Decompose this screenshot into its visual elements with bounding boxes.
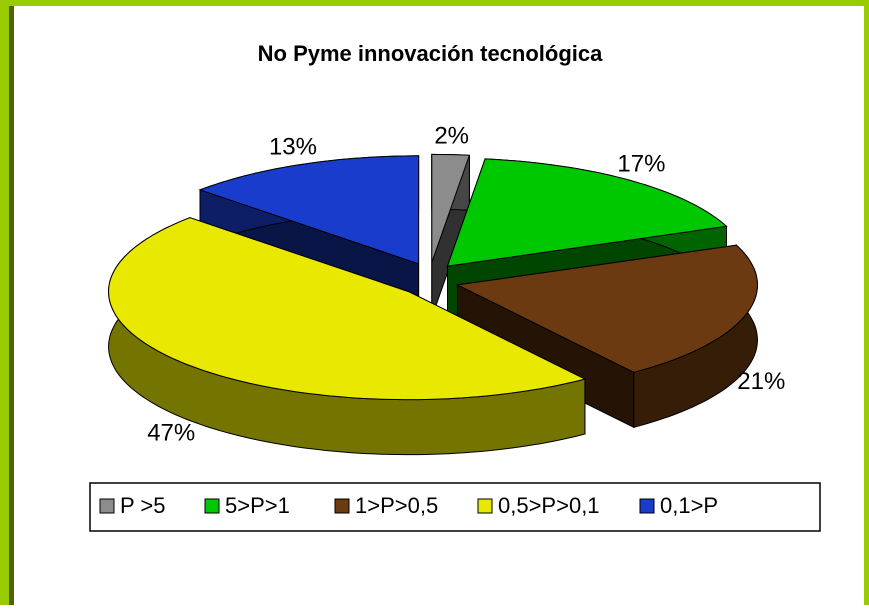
chart-title: No Pyme innovación tecnológica xyxy=(258,41,604,66)
legend-label: 5>P>1 xyxy=(225,493,290,518)
legend-box xyxy=(89,482,821,532)
data-label: 17% xyxy=(617,151,665,178)
legend-swatch xyxy=(334,498,350,514)
legend-label: 0,5>P>0,1 xyxy=(498,493,600,518)
frame-edge xyxy=(9,6,14,605)
legend: P >5 5>P>1 1>P>0,5 0,5>P>0,1 0,1>P xyxy=(99,493,718,518)
legend-swatch xyxy=(639,498,655,514)
slice xyxy=(108,217,587,401)
legend-label: 1>P>0,5 xyxy=(355,493,438,518)
legend-swatch xyxy=(204,498,220,514)
legend-label: 0,1>P xyxy=(660,493,718,518)
data-label: 21% xyxy=(737,368,785,395)
slice xyxy=(431,153,471,263)
slice xyxy=(198,155,420,265)
data-label: 2% xyxy=(434,123,469,150)
slice xyxy=(455,244,759,373)
legend-swatch xyxy=(477,498,493,514)
slice xyxy=(446,158,728,267)
data-label: 47% xyxy=(147,420,195,447)
legend-label: P >5 xyxy=(120,493,165,518)
data-label: 13% xyxy=(269,133,317,160)
legend-swatch xyxy=(99,498,115,514)
pie: 2% 17% 21% 47% 13% xyxy=(108,123,785,456)
